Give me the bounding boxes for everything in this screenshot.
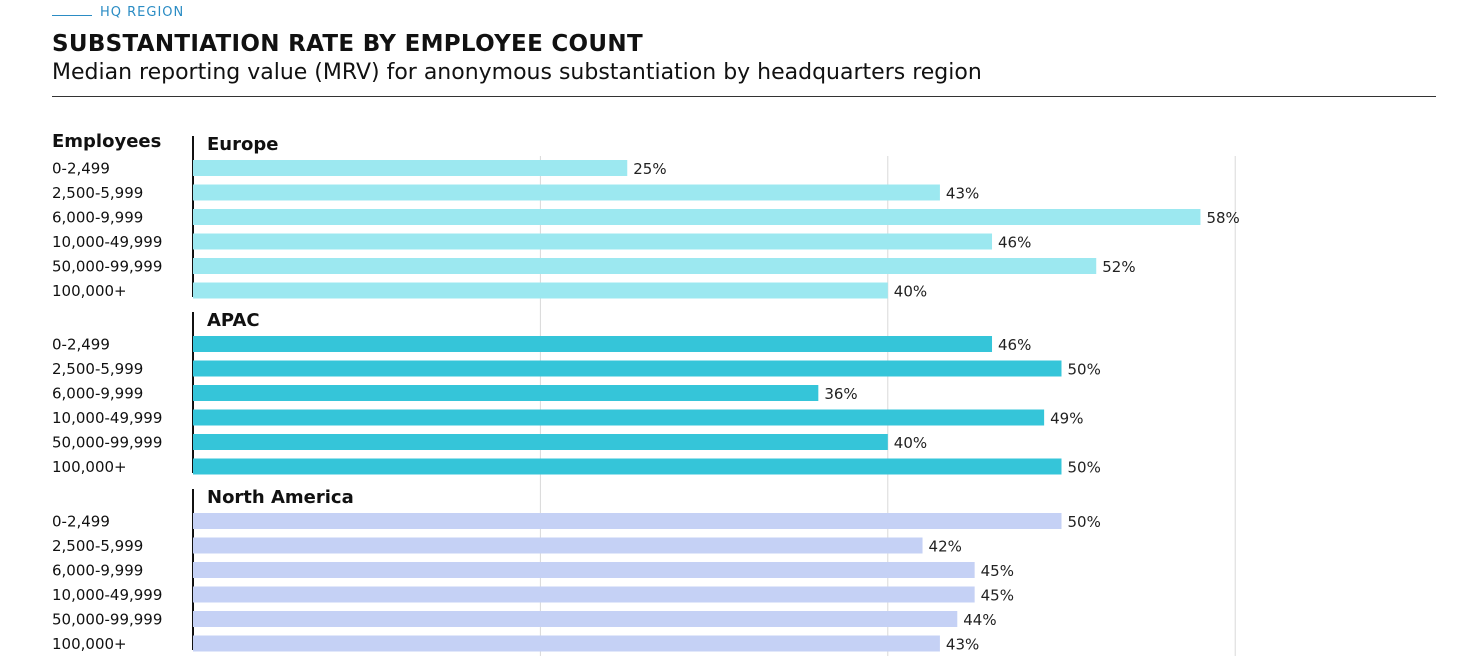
bar xyxy=(193,184,940,201)
category-label: 2,500-5,999 xyxy=(52,537,143,555)
data-label: 42% xyxy=(929,538,962,556)
chart-title: SUBSTANTIATION RATE BY EMPLOYEE COUNT xyxy=(52,31,643,57)
category-label: 50,000-99,999 xyxy=(52,611,162,629)
bar xyxy=(193,209,1201,225)
data-label: 46% xyxy=(998,234,1031,252)
category-label: 2,500-5,999 xyxy=(52,360,143,378)
data-label: 46% xyxy=(998,336,1031,354)
data-label: 50% xyxy=(1068,459,1101,477)
category-label: 6,000-9,999 xyxy=(52,385,143,403)
eyebrow-rule xyxy=(52,15,92,16)
category-label: 10,000-49,999 xyxy=(52,233,162,251)
category-label: 0-2,499 xyxy=(52,160,110,178)
data-label: 44% xyxy=(963,611,996,629)
data-label: 58% xyxy=(1206,209,1239,227)
chart-subtitle: Median reporting value (MRV) for anonymo… xyxy=(52,60,982,85)
data-label: 50% xyxy=(1068,513,1101,531)
category-label: 10,000-49,999 xyxy=(52,409,162,427)
category-label: 50,000-99,999 xyxy=(52,434,162,452)
bar xyxy=(193,160,628,176)
category-label: 2,500-5,999 xyxy=(52,184,143,202)
bar xyxy=(193,513,1062,529)
category-label: 0-2,499 xyxy=(52,336,110,354)
category-label: 50,000-99,999 xyxy=(52,258,162,276)
bar xyxy=(193,385,819,401)
category-label: 100,000+ xyxy=(52,635,127,653)
region-label: Europe xyxy=(207,134,278,155)
bar xyxy=(193,409,1045,426)
region-label: APAC xyxy=(207,310,260,331)
data-label: 45% xyxy=(981,562,1014,580)
data-label: 36% xyxy=(824,385,857,403)
bar xyxy=(193,233,993,250)
bar xyxy=(193,458,1062,475)
bar xyxy=(193,537,923,554)
data-label: 52% xyxy=(1102,258,1135,276)
bar xyxy=(193,258,1097,274)
data-label: 43% xyxy=(946,185,979,203)
eyebrow-label: HQ REGION xyxy=(100,5,185,20)
bar xyxy=(193,586,975,603)
category-label: 6,000-9,999 xyxy=(52,562,143,580)
region-label: North America xyxy=(207,487,354,508)
data-label: 45% xyxy=(981,587,1014,605)
category-label: 10,000-49,999 xyxy=(52,586,162,604)
bar xyxy=(193,360,1062,377)
bar xyxy=(193,562,975,578)
category-label: 6,000-9,999 xyxy=(52,209,143,227)
employees-column-header: Employees xyxy=(52,131,162,152)
data-label: 43% xyxy=(946,636,979,654)
data-label: 40% xyxy=(894,434,927,452)
bar xyxy=(193,611,958,627)
data-label: 50% xyxy=(1068,361,1101,379)
bar xyxy=(193,282,888,299)
category-label: 100,000+ xyxy=(52,282,127,300)
data-label: 40% xyxy=(894,283,927,301)
data-label: 25% xyxy=(633,160,666,178)
category-label: 100,000+ xyxy=(52,458,127,476)
bar xyxy=(193,434,888,450)
category-label: 0-2,499 xyxy=(52,513,110,531)
header-divider xyxy=(52,96,1436,97)
bar xyxy=(193,635,940,652)
data-label: 49% xyxy=(1050,410,1083,428)
bar xyxy=(193,336,993,352)
